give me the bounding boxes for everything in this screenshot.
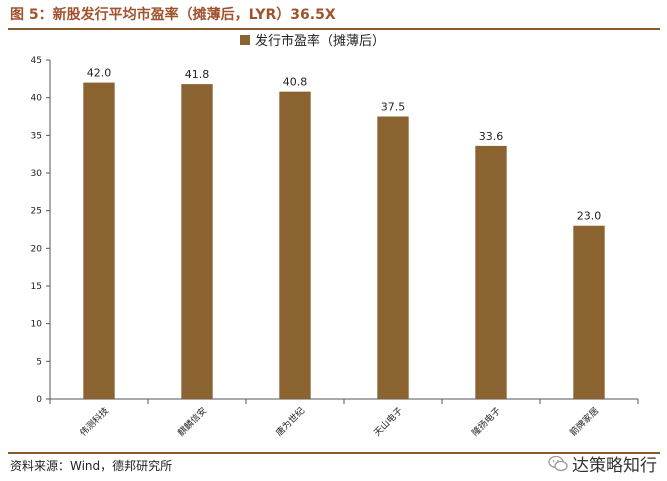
y-tick-label: 45 [31,56,42,66]
wechat-icon [548,455,568,471]
data-label: 33.6 [479,130,504,143]
category-label: 麒麟信安 [175,405,209,439]
y-tick-label: 20 [31,244,43,254]
bottom-rule [8,452,660,454]
category-label: 天山电子 [371,405,405,439]
y-tick-label: 30 [31,169,43,179]
data-label: 23.0 [577,210,602,223]
figure-title: 图 5：新股发行平均市盈率（摊薄后，LYR）36.5X [10,7,336,23]
bar-chart: 0 5 10 15 20 25 30 35 40 45 42.0 伟测科技 41.8 麒麟信安 40.8 唐为… [31,33,639,439]
data-label: 41.8 [185,68,210,81]
bar [475,145,507,399]
bar [573,225,605,399]
bar [377,116,409,399]
title-rule [8,28,660,30]
legend-swatch [240,35,250,45]
bar [83,82,115,399]
y-tick-label: 35 [31,131,42,141]
category-label: 唐为世纪 [273,405,307,439]
y-tick-label: 5 [36,357,42,367]
source-note: 资料来源：Wind，德邦研究所 [10,459,173,473]
watermark-text: 达策略知行 [572,456,657,476]
bar [279,91,311,399]
category-label: 伟测科技 [77,405,111,439]
data-label: 37.5 [381,101,406,114]
category-label: 箭牌家居 [567,405,601,439]
y-tick-label: 10 [31,320,43,330]
data-label: 42.0 [87,67,112,80]
category-label: 隆扬电子 [469,405,503,439]
watermark: 达策略知行 [548,451,657,476]
y-tick-label: 25 [31,207,42,217]
y-tick-label: 15 [31,282,42,292]
data-label: 40.8 [283,76,308,89]
y-tick-label: 0 [36,395,42,405]
legend-label: 发行市盈率（摊薄后） [255,33,385,49]
y-tick-label: 40 [31,94,43,104]
bar [181,84,213,400]
